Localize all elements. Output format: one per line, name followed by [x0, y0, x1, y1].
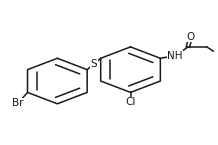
Text: S: S	[91, 59, 97, 69]
Text: NH: NH	[167, 51, 183, 61]
Text: Cl: Cl	[125, 97, 136, 107]
Text: Br: Br	[12, 98, 24, 108]
Text: O: O	[187, 32, 195, 42]
